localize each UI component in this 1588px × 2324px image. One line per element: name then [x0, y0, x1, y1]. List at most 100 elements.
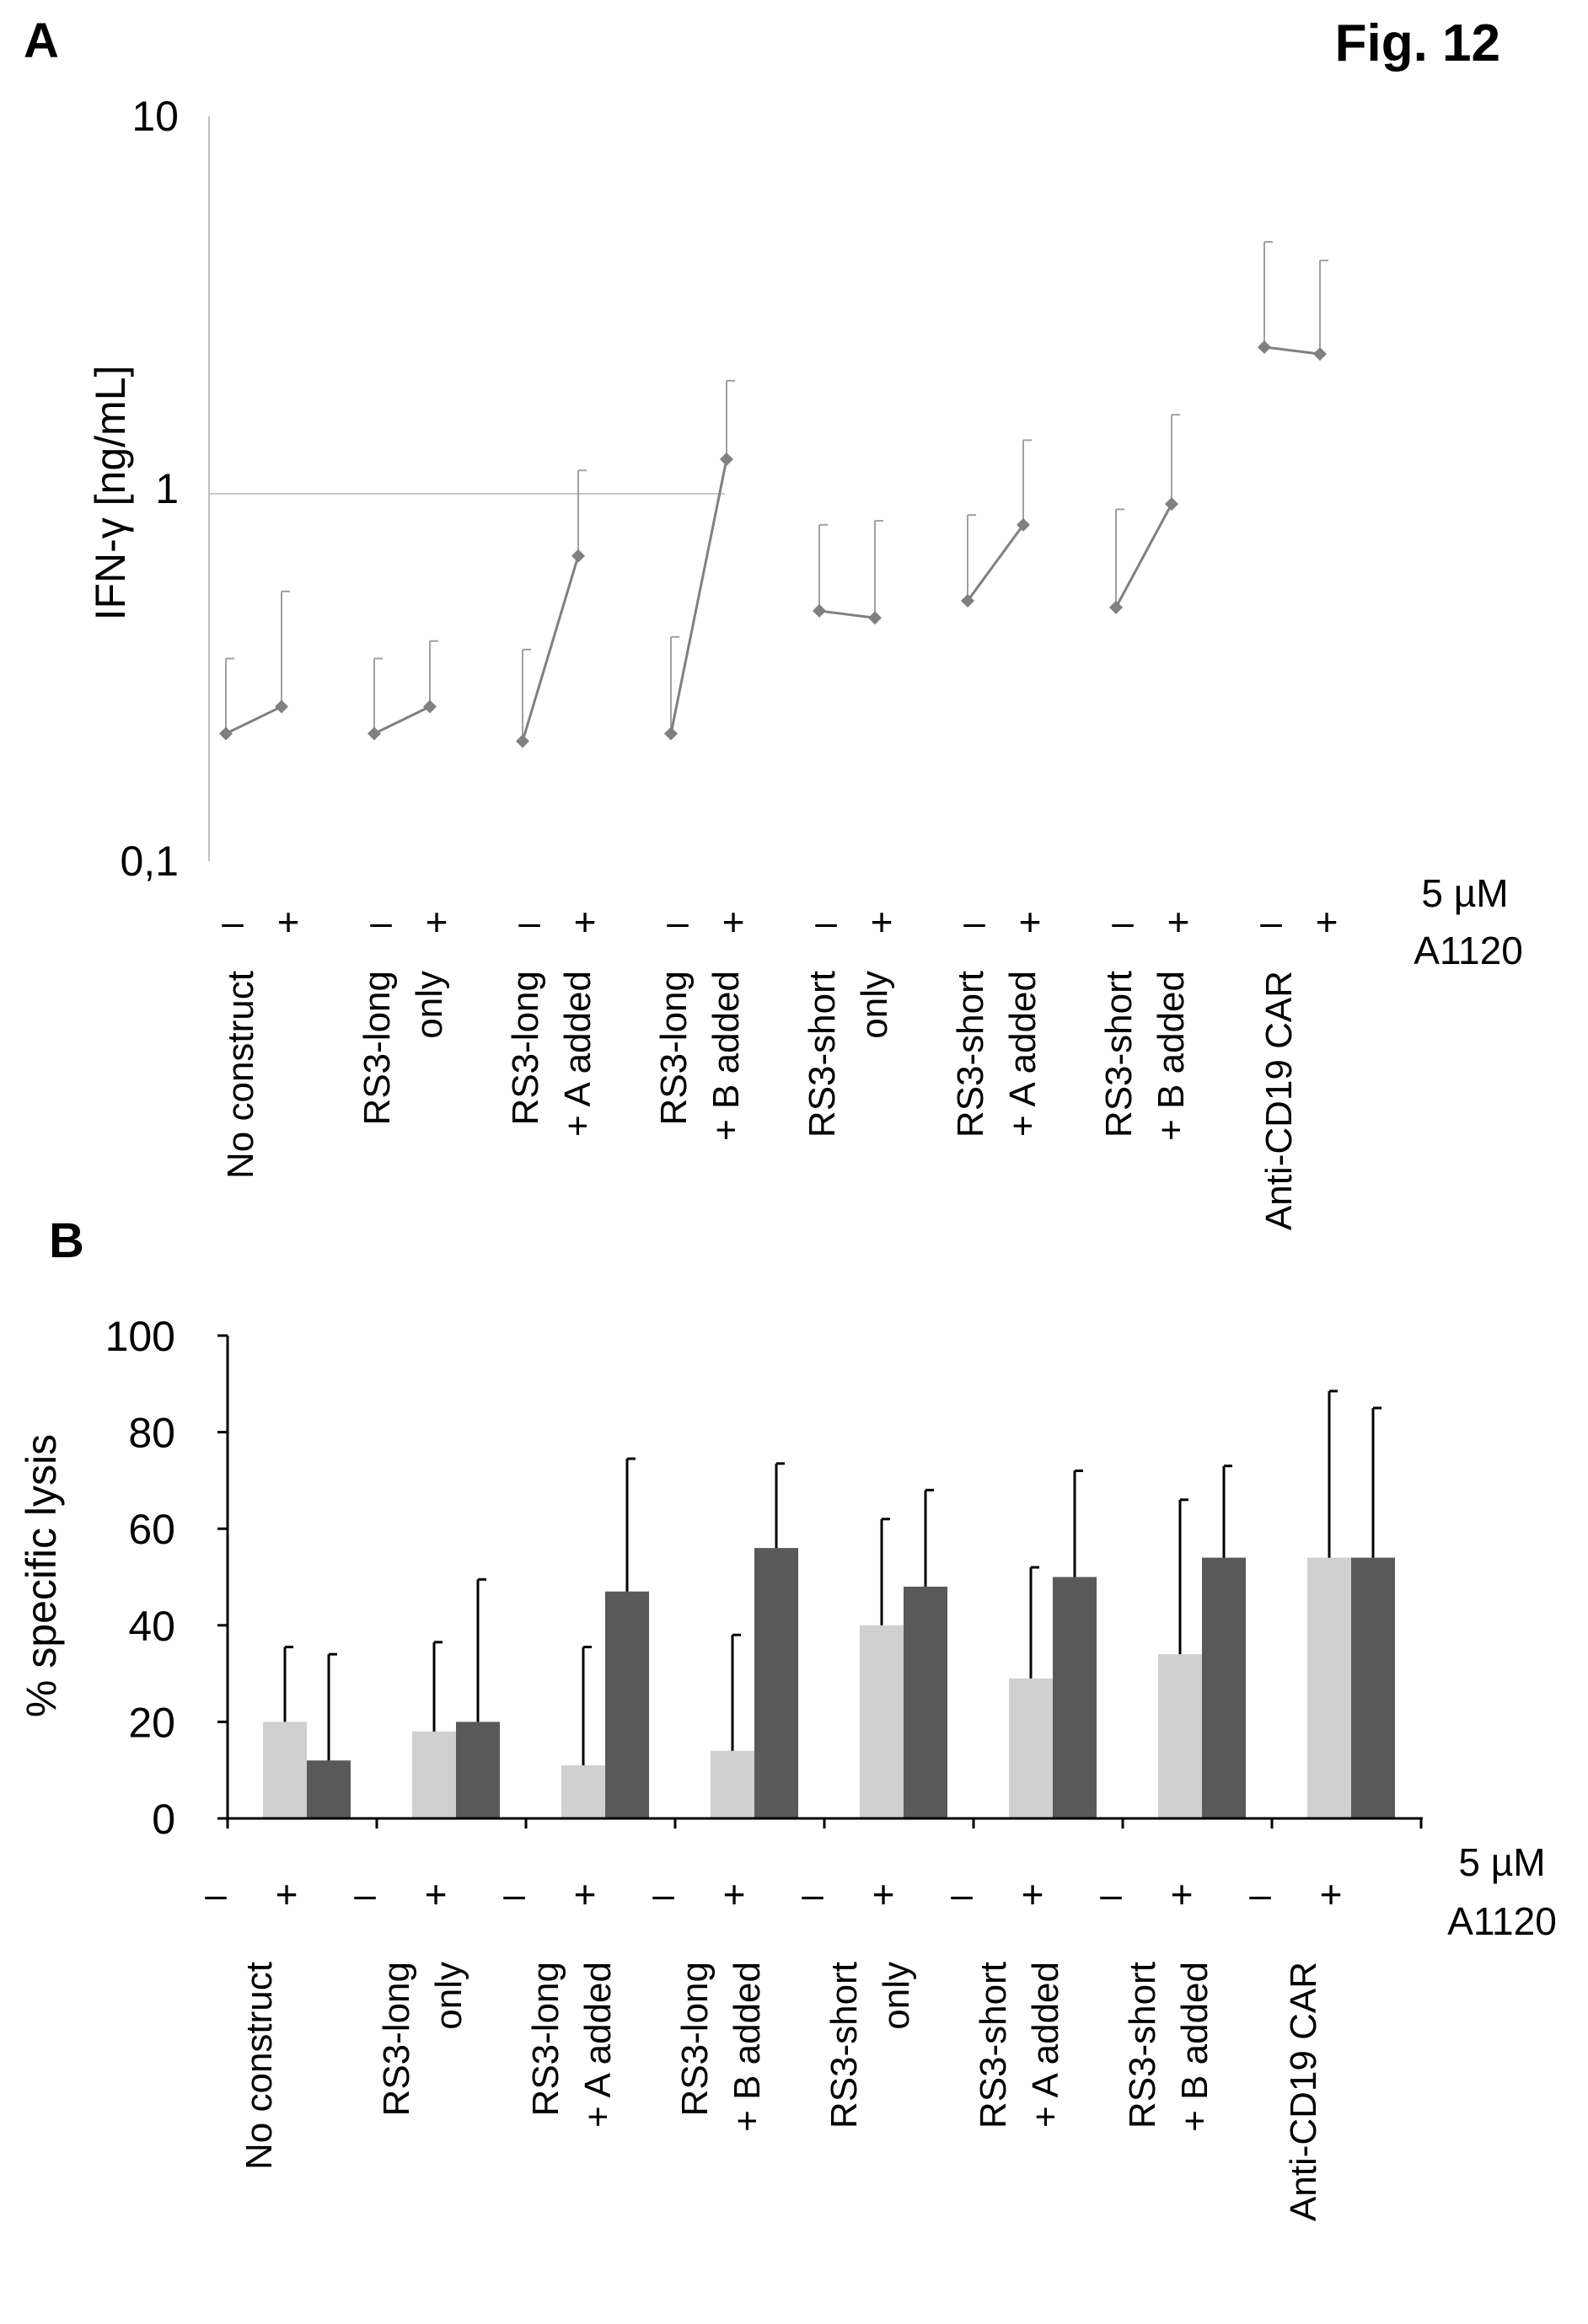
panel-b-y-tick-label: 60 — [128, 1506, 175, 1553]
panel-a-plus-label: + — [1167, 900, 1190, 944]
panel-a-series-line — [1114, 503, 1173, 608]
panel-b-category-label: RS3-short — [973, 1962, 1014, 2129]
panel-a-data-point — [516, 734, 529, 748]
panel-a-plus-label: + — [574, 900, 597, 944]
panel-a-data-point — [1017, 517, 1030, 532]
panel-a-data-point — [664, 726, 678, 741]
panel-a-series-line — [373, 705, 431, 735]
panel-b-category-label: RS3-long — [376, 1962, 417, 2116]
panel-a-data-point — [275, 699, 288, 714]
panel-a-data-point — [813, 603, 826, 618]
panel-b-bar-minus — [412, 1731, 456, 1818]
panel-a-plus-label: + — [1019, 900, 1042, 944]
panel-b-bar-plus — [605, 1591, 649, 1818]
panel-a-data-point — [1258, 340, 1271, 354]
panel-b-bar-plus — [904, 1586, 947, 1818]
panel-b-category-label: only — [428, 1962, 469, 2030]
panel-a-category-label: RS3-long — [653, 971, 695, 1125]
panel-b-category-label: RS3-short — [824, 1962, 865, 2129]
panel-a-minus-label: – — [222, 900, 244, 944]
panel-a-plus-label: + — [426, 900, 448, 944]
panel-b-category-label: + A added — [1025, 1962, 1066, 2128]
panel-b-bar-minus — [860, 1625, 904, 1818]
panel-b-plus-label: + — [1022, 1872, 1044, 1916]
panel-a-category-label: + A added — [1002, 971, 1043, 1137]
panel-b-y-tick-label: 20 — [128, 1699, 175, 1746]
panel-a-data-point — [367, 726, 381, 741]
panel-a-minus-label: – — [1112, 900, 1134, 944]
panel-a-treatment-label: 5 µM — [1421, 871, 1508, 915]
panel-b-minus-label: – — [802, 1872, 824, 1916]
panel-a-data-point — [219, 726, 233, 741]
panel-b-category-label: RS3-long — [525, 1962, 566, 2116]
panel-b-bar-minus — [711, 1750, 754, 1818]
panel-a-data-point — [1165, 497, 1178, 511]
panel-a-category-label: RS3-short — [802, 971, 843, 1138]
panel-a-category-label: + B added — [1151, 971, 1192, 1141]
panel-a-series-line — [521, 555, 580, 742]
panel-b-y-tick-label: 80 — [128, 1410, 175, 1457]
panel-b-plus-label: + — [276, 1872, 298, 1916]
panel-b-plus-label: + — [1171, 1872, 1194, 1916]
panel-b-bar-plus — [1351, 1557, 1395, 1818]
panel-a-minus-label: – — [667, 900, 689, 944]
panel-b-minus-label: – — [503, 1872, 525, 1916]
panel-a-plus-label: + — [722, 900, 745, 944]
panel-b-bar-plus — [1053, 1577, 1097, 1818]
panel-b-minus-label: – — [205, 1872, 227, 1916]
panel-b-bar-plus — [456, 1722, 500, 1818]
panel-a-data-point — [571, 549, 585, 563]
panel-a-data-point — [1313, 347, 1327, 361]
panel-b-bar-minus — [1158, 1654, 1202, 1818]
panel-a-category-label: RS3-short — [950, 971, 991, 1138]
panel-b-bar-minus — [263, 1722, 307, 1818]
panel-b-minus-label: – — [1249, 1872, 1271, 1916]
panel-b-plus-label: + — [723, 1872, 746, 1916]
panel-b-y-axis-label: % specific lysis — [18, 1434, 65, 1717]
panel-b-plus-label: + — [872, 1872, 895, 1916]
panel-a-y-tick-label: 10 — [131, 93, 179, 140]
panel-a-data-point — [720, 452, 733, 467]
panel-a-minus-label: – — [963, 900, 985, 944]
panel-a-minus-label: – — [370, 900, 392, 944]
panel-b-category-label: + A added — [577, 1962, 619, 2128]
panel-b-category-label: + B added — [727, 1962, 768, 2132]
panel-a-category-label: only — [854, 971, 895, 1039]
panel-b-y-tick-label: 100 — [105, 1313, 175, 1360]
panel-a-series-line — [966, 523, 1025, 602]
figure-title: Fig. 12 — [1335, 14, 1500, 72]
panel-a-data-point — [423, 699, 437, 714]
panel-b-bar-minus — [1009, 1678, 1053, 1818]
panel-b-plus-label: + — [1320, 1872, 1343, 1916]
panel-a-category-label: + B added — [705, 971, 747, 1141]
panel-a-minus-label: – — [815, 900, 837, 944]
panel-b-plus-label: + — [574, 1872, 597, 1916]
panel-b-minus-label: – — [951, 1872, 973, 1916]
panel-a-plus-label: + — [277, 900, 300, 944]
panel-b-chart: 0 20 40 60 80 100 % specific lysis – + – + – + – + – + – +… — [18, 1313, 1557, 2221]
panel-a-plus-label: + — [1316, 900, 1339, 944]
panel-a-category-label: + A added — [557, 971, 598, 1137]
panel-b-category-label: + B added — [1174, 1962, 1215, 2132]
panel-b-minus-label: – — [354, 1872, 376, 1916]
panel-a-category-label: RS3-short — [1098, 971, 1140, 1138]
panel-a-data-point — [1109, 600, 1123, 614]
panel-a-series-line — [225, 705, 282, 735]
panel-a-category-label: RS3-long — [505, 971, 546, 1125]
panel-b-plus-label: + — [425, 1872, 448, 1916]
panel-a-category-label: No construct — [220, 971, 261, 1179]
panel-b-bar-plus — [1202, 1557, 1246, 1818]
panel-a-y-axis-label: IFN-γ [ng/mL] — [87, 366, 134, 621]
panel-b-category-label: Anti-CD19 CAR — [1283, 1962, 1324, 2221]
panel-a-letter: A — [24, 13, 59, 68]
panel-b-y-tick-label: 0 — [152, 1796, 175, 1843]
panel-b-treatment-label: A1120 — [1447, 1899, 1557, 1943]
panel-b-category-label: RS3-long — [674, 1962, 716, 2116]
panel-b-treatment-label: 5 µM — [1458, 1840, 1545, 1884]
panel-b-bar-plus — [754, 1548, 798, 1818]
panel-a-data-point — [868, 611, 882, 625]
panel-a-data-point — [961, 594, 974, 608]
panel-a-series-line — [818, 609, 876, 619]
